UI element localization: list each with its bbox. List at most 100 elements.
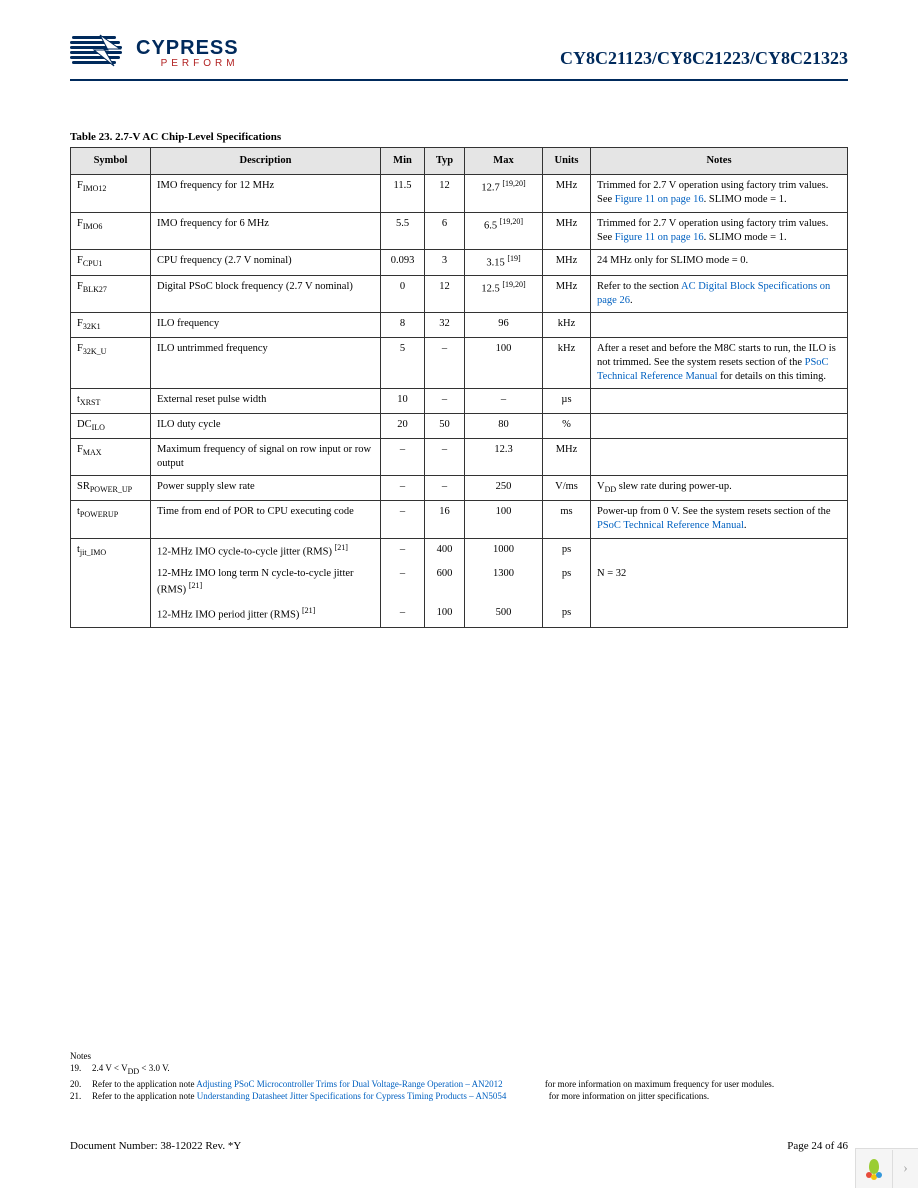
page-footer: Document Number: 38-12022 Rev. *Y Page 2… <box>70 1140 848 1152</box>
notes-link[interactable]: PSoC Technical Reference Manual <box>597 357 829 382</box>
cell-notes: 24 MHz only for SLIMO mode = 0. <box>591 249 848 275</box>
cell-max: 1000 <box>465 538 543 563</box>
table-row: tPOWERUPTime from end of POR to CPU exec… <box>71 501 848 538</box>
cell-symbol <box>71 602 151 627</box>
cell-symbol: SRPOWER_UP <box>71 476 151 501</box>
footnote-link[interactable]: Understanding Datasheet Jitter Specifica… <box>197 1091 507 1101</box>
cell-units: kHz <box>543 312 591 337</box>
cell-typ: 400 <box>425 538 465 563</box>
cell-typ: – <box>425 389 465 414</box>
viewer-app-icon[interactable] <box>856 1151 892 1187</box>
cell-symbol: FIMO12 <box>71 175 151 212</box>
footnotes-heading: Notes <box>70 1050 848 1062</box>
cell-typ: – <box>425 476 465 501</box>
next-page-button[interactable]: › <box>892 1150 918 1188</box>
cell-max: 1300 <box>465 563 543 602</box>
cell-units: MHz <box>543 249 591 275</box>
cell-description: Maximum frequency of signal on row input… <box>151 439 381 476</box>
cell-symbol: F32K_U <box>71 337 151 389</box>
col-description: Description <box>151 148 381 175</box>
cell-max: 12.3 <box>465 439 543 476</box>
table-row: 12-MHz IMO period jitter (RMS) [21]–1005… <box>71 602 848 627</box>
cell-min: 20 <box>381 414 425 439</box>
cell-max: 250 <box>465 476 543 501</box>
cell-notes <box>591 312 848 337</box>
cell-units: µs <box>543 389 591 414</box>
cell-description: 12-MHz IMO cycle-to-cycle jitter (RMS) [… <box>151 538 381 563</box>
cell-symbol: FCPU1 <box>71 249 151 275</box>
col-notes: Notes <box>591 148 848 175</box>
notes-link[interactable]: Figure 11 on page 16 <box>615 194 704 205</box>
cell-symbol <box>71 563 151 602</box>
col-max: Max <box>465 148 543 175</box>
notes-link[interactable]: Figure 11 on page 16 <box>615 232 704 243</box>
table-row: F32K1ILO frequency83296kHz <box>71 312 848 337</box>
table-caption: Table 23. 2.7-V AC Chip-Level Specificat… <box>70 131 848 143</box>
cell-min: 10 <box>381 389 425 414</box>
cell-min: 5.5 <box>381 212 425 249</box>
cell-min: – <box>381 538 425 563</box>
cell-notes: Refer to the section AC Digital Block Sp… <box>591 275 848 312</box>
cell-symbol: DCILO <box>71 414 151 439</box>
table-row: FBLK27Digital PSoC block frequency (2.7 … <box>71 275 848 312</box>
cell-min: 0.093 <box>381 249 425 275</box>
document-title: CY8C21123/CY8C21223/CY8C21323 <box>560 48 848 69</box>
notes-link[interactable]: PSoC Technical Reference Manual <box>597 520 744 531</box>
cell-typ: 100 <box>425 602 465 627</box>
cell-units: kHz <box>543 337 591 389</box>
cell-typ: 600 <box>425 563 465 602</box>
footnotes: Notes 19.2.4 V < VDD < 3.0 V.20.Refer to… <box>70 1050 848 1102</box>
cell-units: V/ms <box>543 476 591 501</box>
doc-number: Document Number: 38-12022 Rev. *Y <box>70 1140 241 1152</box>
col-min: Min <box>381 148 425 175</box>
cell-max: 6.5 [19,20] <box>465 212 543 249</box>
cell-symbol: FMAX <box>71 439 151 476</box>
col-symbol: Symbol <box>71 148 151 175</box>
cell-description: ILO untrimmed frequency <box>151 337 381 389</box>
cell-units: MHz <box>543 275 591 312</box>
cell-min: – <box>381 501 425 538</box>
footnote-link[interactable]: Adjusting PSoC Microcontroller Trims for… <box>196 1079 502 1089</box>
cell-notes <box>591 414 848 439</box>
cell-typ: 6 <box>425 212 465 249</box>
cell-max: 3.15 [19] <box>465 249 543 275</box>
cell-max: 12.5 [19,20] <box>465 275 543 312</box>
cell-max: 500 <box>465 602 543 627</box>
spec-table: Symbol Description Min Typ Max Units Not… <box>70 147 848 628</box>
cell-notes: Trimmed for 2.7 V operation using factor… <box>591 175 848 212</box>
table-row: SRPOWER_UPPower supply slew rate––250V/m… <box>71 476 848 501</box>
cell-max: 96 <box>465 312 543 337</box>
cell-min: 8 <box>381 312 425 337</box>
cell-min: – <box>381 476 425 501</box>
table-row: F32K_UILO untrimmed frequency5–100kHzAft… <box>71 337 848 389</box>
cell-min: – <box>381 563 425 602</box>
footnote: 20.Refer to the application note Adjusti… <box>70 1078 848 1090</box>
cell-description: ILO frequency <box>151 312 381 337</box>
cell-notes <box>591 439 848 476</box>
cell-typ: 12 <box>425 275 465 312</box>
cell-units: ps <box>543 602 591 627</box>
cell-typ: 32 <box>425 312 465 337</box>
cell-description: ILO duty cycle <box>151 414 381 439</box>
cell-min: 11.5 <box>381 175 425 212</box>
cell-symbol: tjit_IMO <box>71 538 151 563</box>
cell-min: – <box>381 439 425 476</box>
col-units: Units <box>543 148 591 175</box>
cell-notes: Power-up from 0 V. See the system resets… <box>591 501 848 538</box>
notes-link[interactable]: AC Digital Block Specifications on page … <box>597 281 830 306</box>
table-row: 12-MHz IMO long term N cycle-to-cycle ji… <box>71 563 848 602</box>
cell-notes: VDD slew rate during power-up. <box>591 476 848 501</box>
brand-name: CYPRESS <box>136 37 239 60</box>
cell-notes: Trimmed for 2.7 V operation using factor… <box>591 212 848 249</box>
cell-description: CPU frequency (2.7 V nominal) <box>151 249 381 275</box>
cell-description: 12-MHz IMO long term N cycle-to-cycle ji… <box>151 563 381 602</box>
cell-description: External reset pulse width <box>151 389 381 414</box>
footnote: 19.2.4 V < VDD < 3.0 V. <box>70 1062 848 1078</box>
cell-max: 100 <box>465 501 543 538</box>
cell-units: % <box>543 414 591 439</box>
cell-notes <box>591 389 848 414</box>
cell-description: IMO frequency for 6 MHz <box>151 212 381 249</box>
table-row: FMAXMaximum frequency of signal on row i… <box>71 439 848 476</box>
cell-symbol: FBLK27 <box>71 275 151 312</box>
viewer-toolbar: › <box>855 1148 918 1188</box>
